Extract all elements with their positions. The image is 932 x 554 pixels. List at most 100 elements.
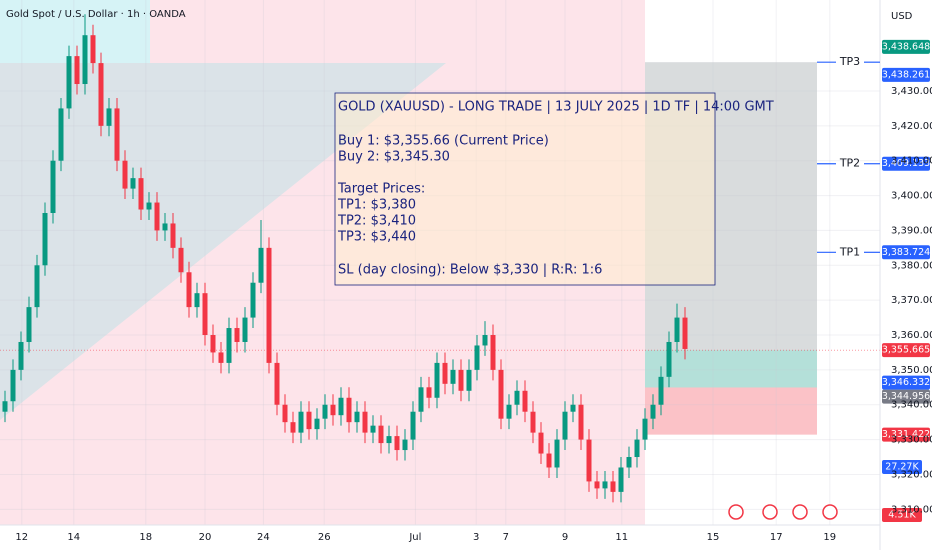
candle-body [562,411,568,440]
candle-body [602,481,608,489]
x-tick-label: 15 [707,532,720,543]
position-box [645,62,817,435]
candle-body [490,335,496,370]
event-icons [728,504,838,520]
candle-body [226,328,232,363]
candles [2,14,688,503]
candle-body [634,439,640,458]
event-icon[interactable] [762,504,778,520]
candle-body [274,362,280,405]
candle-body [362,411,368,433]
y-tick-label: 3,420.000 [891,121,932,132]
annotation-line: TP3: $3,440 [337,230,416,245]
candle-body [346,397,352,423]
candle-body [266,247,272,363]
volume-tag-label: 27.27K [885,462,919,473]
y-tick-label: 3,310.000 [891,504,932,515]
x-tick-label: 14 [67,532,80,543]
candle-body [90,35,96,64]
price-tag-label: 3,331.422 [882,429,930,440]
tp-label: TP3 [839,55,860,68]
annotation-line: GOLD (XAUUSD) - LONG TRADE | 13 JULY 202… [338,100,774,115]
annotation-line: Buy 2: $3,345.30 [338,150,450,165]
candle-body [546,453,552,468]
candle-body [522,390,528,412]
event-icon[interactable] [792,504,808,520]
x-tick-label: 24 [257,532,270,543]
candle-body [42,212,48,266]
candle-body [210,335,216,353]
candle-body [426,387,432,398]
candle-body [242,317,248,342]
candle-body [474,345,480,370]
price-tag-label: 3,346.332 [882,377,930,388]
candle-body [450,369,456,384]
candle-body [322,404,328,419]
candle-body [306,411,312,430]
candle-body [338,397,344,416]
candle-body [626,457,632,468]
x-tick-label: 20 [199,532,212,543]
candle-body [2,401,8,412]
annotation-box [334,92,716,286]
candle-body [466,369,472,391]
price-tag [882,39,930,54]
candle-body [386,436,392,444]
candle-body [234,328,240,342]
candle-body [314,418,320,430]
price-tag [882,156,930,171]
x-tick-label: 17 [770,532,783,543]
price-tag [882,343,930,358]
y-tick-label: 3,410.000 [891,156,932,167]
candle-body [434,362,440,398]
candle-body [682,317,688,349]
event-icon[interactable] [822,504,838,520]
annotation-line: TP2: $3,410 [337,214,416,229]
candle-body [370,425,376,433]
candle-body [618,467,624,492]
chart-title: Gold Spot / U.S. Dollar · 1h · OANDA [6,9,186,20]
currency: USD [891,11,913,22]
candle-body [202,293,208,336]
candle-body [610,481,616,492]
candle-body [394,436,400,451]
price-tag-label: 3,383.724 [882,247,930,258]
candle-body [66,56,72,109]
price-tag [882,245,930,260]
x-tick-label: 26 [318,532,331,543]
cyan-zone [0,0,150,63]
candle-body [586,439,592,482]
candle-body [106,108,112,126]
event-icon[interactable] [728,504,744,520]
candle-body [578,404,584,440]
x-tick-label: 7 [503,532,509,543]
candle-body [250,282,256,318]
candle-body [10,369,16,402]
candle-body [26,307,32,342]
stop-zone [645,387,817,435]
candle-body [298,411,304,433]
candle-body [538,432,544,454]
candle-body [482,335,488,346]
x-tick-label: 19 [823,532,836,543]
candle-body [258,247,264,283]
x-tick-label: 3 [473,532,479,543]
candle-body [442,362,448,384]
candle-body [146,202,152,210]
volume-tag-label: 4.51K [888,510,916,521]
candle-body [178,247,184,273]
time-axis [0,525,880,550]
candle-body [122,160,128,189]
annotation-line: Buy 1: $3,355.66 (Current Price) [338,134,549,149]
y-tick-label: 3,430.000 [891,86,932,97]
tp-label: TP1 [839,245,860,258]
annotation: GOLD (XAUUSD) - LONG TRADE | 13 JULY 202… [337,100,774,278]
price-tag-label: 3,438.648 [882,41,930,52]
candle-body [378,425,384,444]
candle-body [18,341,24,370]
candle-body [402,439,408,451]
candle-body [666,341,672,377]
price-tag-label: 3,355.665 [882,345,930,356]
candle-body [74,56,80,85]
